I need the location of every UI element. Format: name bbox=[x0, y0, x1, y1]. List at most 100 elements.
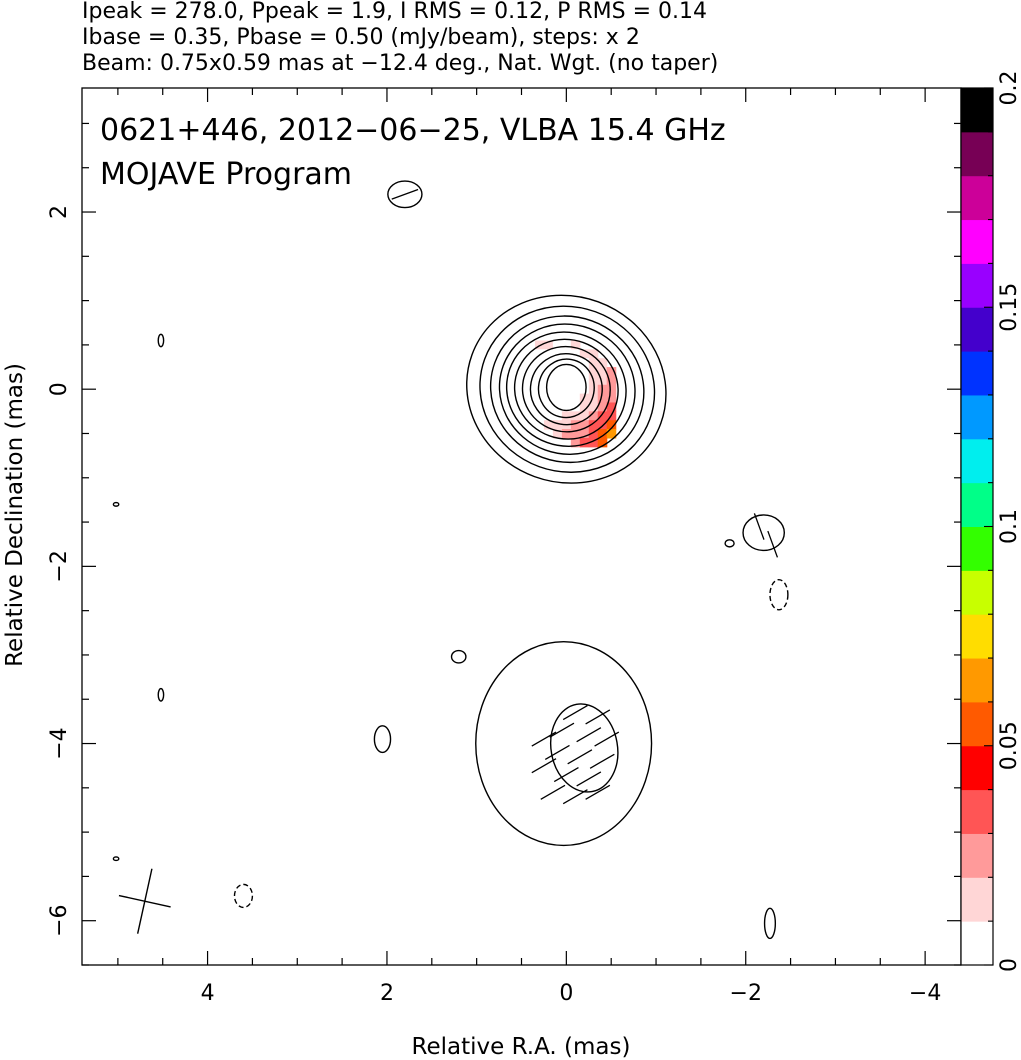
evpa-tick bbox=[594, 731, 620, 747]
polarization-pixel bbox=[543, 340, 554, 350]
polarization-pixel bbox=[597, 393, 608, 404]
polarization-pixel bbox=[579, 420, 590, 430]
y-tick-label: 2 bbox=[47, 205, 72, 219]
noise-contour bbox=[112, 856, 120, 862]
colorbar-segment bbox=[961, 570, 993, 615]
y-axis-label: Relative Declination (mas) bbox=[2, 363, 28, 667]
colorbar-segment bbox=[961, 263, 993, 308]
x-axis-label: Relative R.A. (mas) bbox=[412, 1034, 631, 1060]
colorbar-segment bbox=[961, 833, 993, 878]
polarization-pixel bbox=[588, 420, 599, 430]
contour-layer bbox=[112, 180, 789, 940]
y-tick-label: 0 bbox=[47, 382, 72, 396]
polarization-pixel bbox=[543, 375, 554, 386]
polarization-pixel bbox=[552, 340, 563, 350]
evpa-tick bbox=[391, 188, 419, 200]
polarization-pixel bbox=[543, 420, 554, 430]
noise-contour bbox=[387, 180, 423, 209]
y-tick-label: −4 bbox=[47, 727, 72, 759]
polarization-pixel bbox=[606, 402, 617, 412]
polarization-pixel bbox=[588, 402, 599, 412]
polarization-pixel bbox=[552, 358, 563, 368]
noise-contour bbox=[742, 514, 786, 552]
core-contour bbox=[513, 338, 619, 440]
polarization-pixel bbox=[570, 393, 581, 404]
noise-contour bbox=[724, 539, 735, 548]
header-line-2: Ibase = 0.35, Pbase = 0.50 (mJy/beam), s… bbox=[82, 25, 640, 50]
noise-contour bbox=[763, 907, 777, 940]
axis-ticks bbox=[82, 88, 961, 966]
evpa-tick bbox=[567, 749, 593, 765]
polarization-pixel bbox=[588, 393, 599, 404]
evpa-tick bbox=[544, 744, 570, 760]
colorbar-segment bbox=[961, 219, 993, 264]
polarization-pixel bbox=[552, 375, 563, 386]
polarization-pixel bbox=[552, 384, 563, 395]
y-tick-label: −2 bbox=[47, 550, 72, 582]
polarization-pixel bbox=[579, 429, 590, 439]
polarization-pixel bbox=[597, 375, 608, 386]
evpa-tick bbox=[562, 789, 588, 805]
noise-contour bbox=[450, 649, 467, 664]
colorbar-segment bbox=[961, 526, 993, 571]
polarization-pixel bbox=[561, 429, 572, 439]
noise-contour bbox=[157, 687, 165, 702]
colorbar-segment bbox=[961, 394, 993, 440]
polarization-image bbox=[534, 340, 617, 448]
colorbar-segment bbox=[961, 921, 993, 966]
polarization-pixel bbox=[570, 384, 581, 395]
colorbar-segment bbox=[961, 789, 993, 834]
colorbar-segment bbox=[961, 131, 993, 177]
polarization-pixel bbox=[588, 349, 599, 359]
x-tick-label: −4 bbox=[909, 981, 941, 1006]
colorbar-segment bbox=[961, 614, 993, 659]
colorbar-tick-label: 0.15 bbox=[997, 283, 1021, 332]
colorbar-tick-label: 0 bbox=[997, 958, 1021, 972]
polarization-pixel bbox=[597, 358, 608, 368]
polarization-pixel bbox=[561, 402, 572, 412]
core-contour bbox=[529, 353, 603, 426]
evpa-tick bbox=[531, 731, 557, 747]
polarization-pixel bbox=[552, 429, 563, 439]
polarization-pixel bbox=[552, 367, 563, 377]
noise-contour bbox=[112, 501, 120, 507]
x-tick-label: 2 bbox=[380, 981, 394, 1006]
polarization-pixel bbox=[588, 358, 599, 368]
polarization-pixel bbox=[588, 367, 599, 377]
colorbar-segment bbox=[961, 438, 993, 484]
polarization-pixel bbox=[606, 393, 617, 404]
core-contour bbox=[489, 315, 645, 464]
core-contour bbox=[537, 358, 595, 419]
polarization-pixel bbox=[561, 375, 572, 386]
evpa-tick bbox=[553, 766, 579, 783]
colorbar-segment bbox=[961, 175, 993, 221]
evpa-tick bbox=[531, 758, 557, 774]
colorbar-tick-label: 0.05 bbox=[997, 721, 1021, 770]
polarization-pixel bbox=[543, 358, 554, 368]
polarization-pixel bbox=[543, 349, 554, 359]
polarization-pixel bbox=[534, 358, 545, 368]
evpa-tick bbox=[585, 709, 611, 725]
polarization-pixel bbox=[561, 358, 572, 368]
evpa-tick bbox=[562, 704, 588, 721]
polarization-pixel bbox=[606, 375, 617, 386]
polarization-pixel bbox=[579, 402, 590, 412]
polarization-pixel bbox=[570, 349, 581, 359]
polarization-pixel bbox=[597, 411, 608, 421]
polarization-pixel bbox=[561, 393, 572, 404]
polarization-pixel bbox=[606, 367, 617, 377]
x-tick-label: 4 bbox=[201, 981, 215, 1006]
core-contour bbox=[505, 331, 627, 447]
colorbar-tick-label: 0.2 bbox=[997, 71, 1021, 106]
chart-subtitle: MOJAVE Program bbox=[100, 157, 352, 192]
polarization-pixel bbox=[579, 411, 590, 421]
polarization-pixel bbox=[561, 384, 572, 395]
colorbar-segment bbox=[961, 307, 993, 352]
header-line-3: Beam: 0.75x0.59 mas at −12.4 deg., Nat. … bbox=[82, 51, 719, 76]
core-contour bbox=[466, 294, 667, 484]
core-contour bbox=[545, 363, 587, 412]
polarization-pixel bbox=[570, 358, 581, 368]
polarization-pixel bbox=[570, 367, 581, 377]
evpa-tick bbox=[576, 727, 602, 743]
